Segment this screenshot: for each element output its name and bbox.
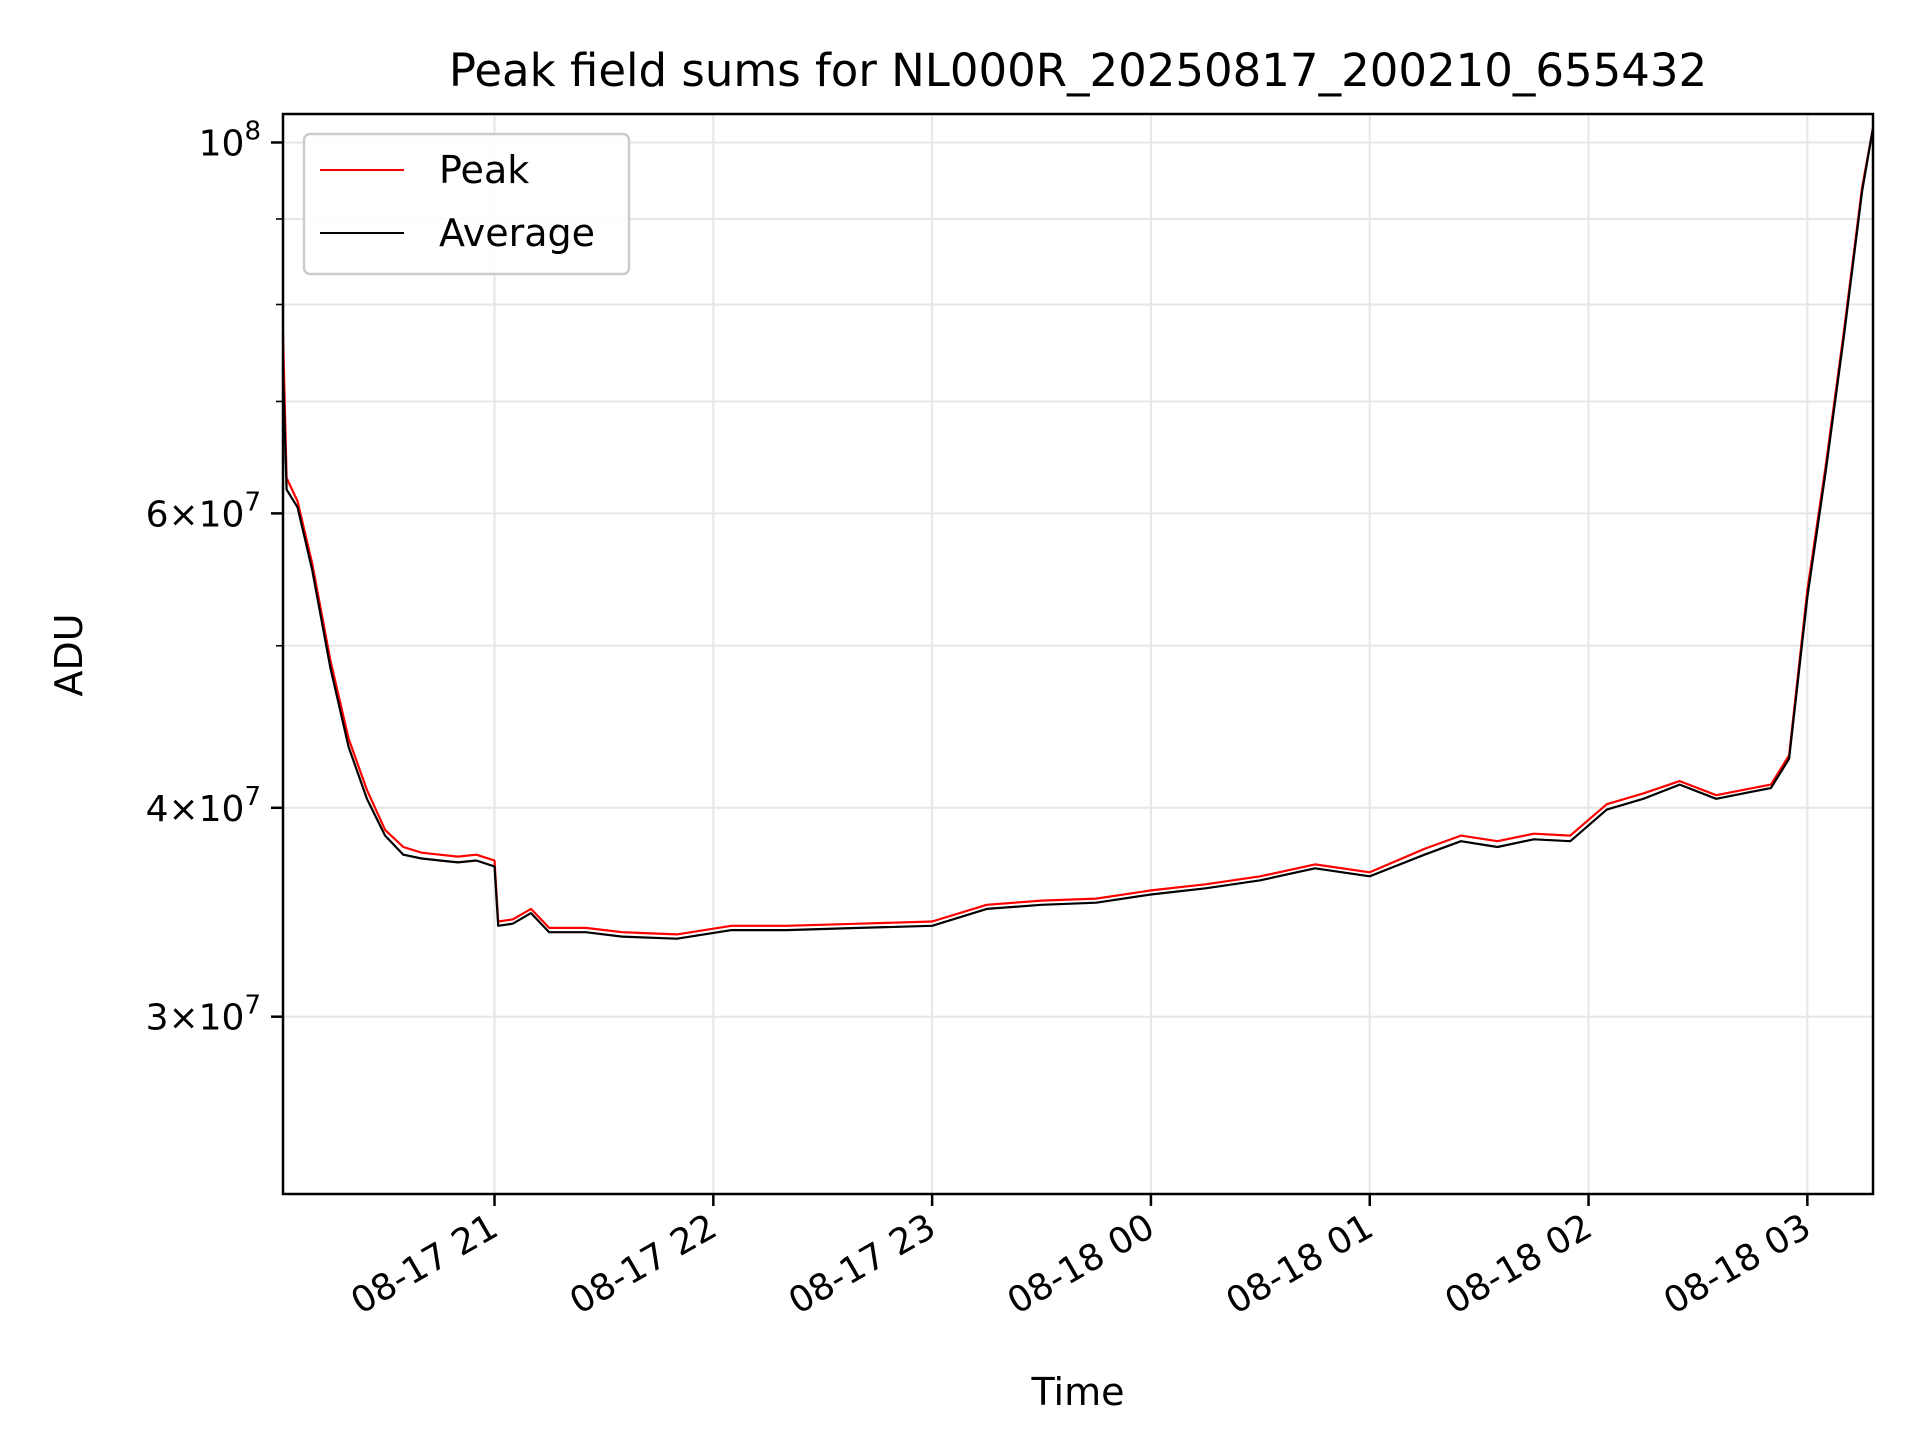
legend-label-peak: Peak xyxy=(439,148,529,192)
y-axis-label: ADU xyxy=(47,613,91,696)
grid xyxy=(283,114,1873,1194)
series-line-peak xyxy=(281,127,1875,936)
y-axis-ticks: 3×107 4×107 6×107 108 xyxy=(146,116,283,1039)
y-tick-label: 108 xyxy=(199,116,261,164)
series-layer xyxy=(281,127,1875,940)
series-line-average xyxy=(281,127,1875,940)
legend: Peak Average xyxy=(302,132,631,276)
y-tick-label: 3×107 xyxy=(146,991,261,1039)
plot-frame xyxy=(281,112,1875,1196)
legend-label-average: Average xyxy=(439,211,595,255)
x-axis-label: Time xyxy=(1031,1370,1125,1414)
y-tick-label: 6×107 xyxy=(146,487,261,535)
chart-title: Peak field sums for NL000R_20250817_2002… xyxy=(449,44,1707,97)
y-tick-label: 4×107 xyxy=(146,782,261,830)
